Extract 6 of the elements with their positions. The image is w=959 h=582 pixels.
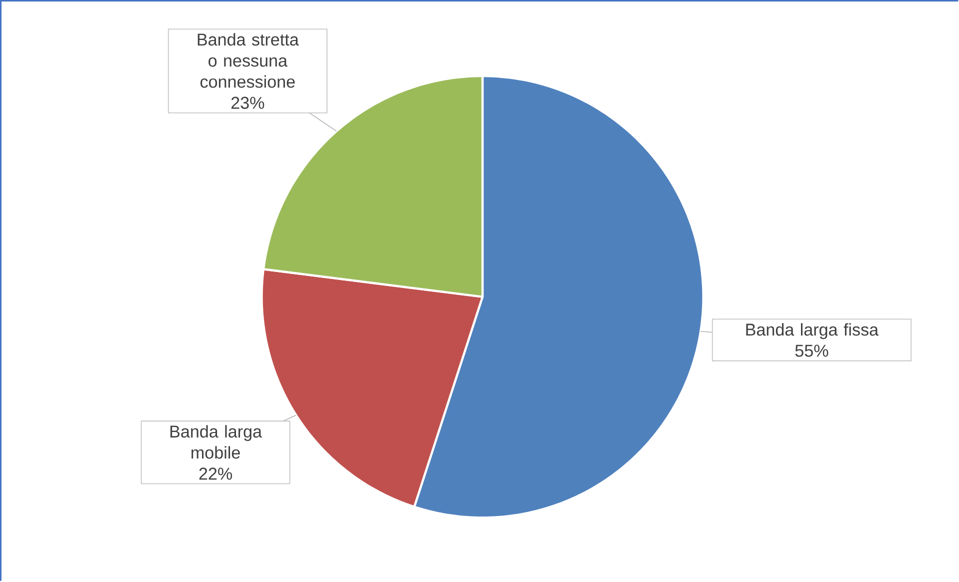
slice-label: Banda larga mobile	[170, 425, 262, 459]
data-label: 22%	[199, 468, 232, 480]
data-label: 55%	[795, 344, 828, 357]
slice-label: Banda larga fissa	[746, 323, 879, 340]
data-label: 23%	[231, 96, 264, 110]
slice-label: Banda stretta o nessuna connessione	[198, 33, 299, 88]
